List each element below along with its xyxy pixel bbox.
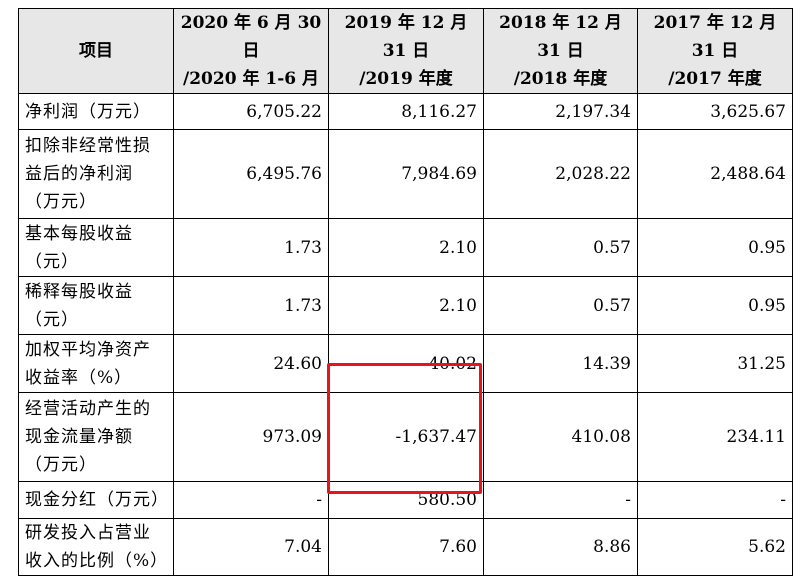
row-label: 稀释每股收益 （元） — [18, 276, 174, 335]
cell-value: 234.11 — [637, 392, 793, 482]
table-row: 基本每股收益 （元） 1.73 2.10 0.57 0.95 — [18, 218, 793, 277]
header-2018: 2018 年 12 月 31 日/2018 年度 — [483, 8, 638, 94]
row-label: 现金分红（万元） — [18, 481, 174, 519]
cell-value: 8.86 — [483, 518, 638, 576]
cell-value: 0.57 — [483, 218, 638, 277]
cell-value: - — [483, 481, 638, 519]
cell-value: 1.73 — [173, 218, 329, 277]
cell-value: 6,495.76 — [173, 129, 329, 219]
cell-value: 6,705.22 — [173, 93, 329, 130]
cell-value: 1.73 — [173, 276, 329, 335]
header-2017: 2017 年 12 月 31 日/2017 年度 — [637, 8, 793, 94]
cell-value: 5.62 — [637, 518, 793, 576]
cell-value: 7,984.69 — [328, 129, 484, 219]
row-label: 扣除非经常性损 益后的净利润 （万元） — [18, 129, 174, 219]
table-row: 经营活动产生的 现金流量净额 （万元） 973.09 -1,637.47 410.0… — [18, 392, 793, 482]
cell-value: 0.57 — [483, 276, 638, 335]
table-row: 研发投入占营业 收入的比例（%） 7.04 7.60 8.86 5.62 — [18, 518, 793, 576]
cell-value: 2,197.34 — [483, 93, 638, 130]
header-item: 项目 — [18, 8, 174, 94]
row-label: 研发投入占营业 收入的比例（%） — [18, 518, 174, 576]
header-2019: 2019 年 12 月 31 日/2019 年度 — [328, 8, 484, 94]
cell-value: 2.10 — [328, 218, 484, 277]
cell-value: 3,625.67 — [637, 93, 793, 130]
cell-value: 7.04 — [173, 518, 329, 576]
cell-value: 2.10 — [328, 276, 484, 335]
table-row: 加权平均净资产 收益率（%） 24.60 40.02 14.39 31.25 — [18, 334, 793, 393]
cell-value: 7.60 — [328, 518, 484, 576]
table-row: 净利润（万元） 6,705.22 8,116.27 2,197.34 3,625… — [18, 93, 793, 130]
row-label: 净利润（万元） — [18, 93, 174, 130]
cell-value: - — [637, 481, 793, 519]
cell-value: -1,637.47 — [328, 392, 484, 482]
row-label: 加权平均净资产 收益率（%） — [18, 334, 174, 393]
cell-value: 8,116.27 — [328, 93, 484, 130]
row-label: 基本每股收益 （元） — [18, 218, 174, 277]
cell-value: 0.95 — [637, 218, 793, 277]
table-row: 稀释每股收益 （元） 1.73 2.10 0.57 0.95 — [18, 276, 793, 335]
cell-value: 40.02 — [328, 334, 484, 393]
cell-value: 14.39 — [483, 334, 638, 393]
table-row: 扣除非经常性损 益后的净利润 （万元） 6,495.76 7,984.69 2,02… — [18, 129, 793, 219]
cell-value: 410.08 — [483, 392, 638, 482]
cell-value: 24.60 — [173, 334, 329, 393]
header-2020h1: 2020 年 6 月 30 日/2020 年 1-6 月 — [173, 8, 329, 94]
cell-value: 2,028.22 — [483, 129, 638, 219]
table-header: 项目 2020 年 6 月 30 日/2020 年 1-6 月 2019 年 1… — [18, 8, 793, 94]
cell-value: - — [173, 481, 329, 519]
cell-value: 580.50 — [328, 481, 484, 519]
cell-value: 2,488.64 — [637, 129, 793, 219]
cell-value: 973.09 — [173, 392, 329, 482]
financial-data-table: 项目 2020 年 6 月 30 日/2020 年 1-6 月 2019 年 1… — [18, 8, 793, 576]
table-row: 现金分红（万元） - 580.50 - - — [18, 481, 793, 519]
row-label: 经营活动产生的 现金流量净额 （万元） — [18, 392, 174, 482]
cell-value: 31.25 — [637, 334, 793, 393]
cell-value: 0.95 — [637, 276, 793, 335]
